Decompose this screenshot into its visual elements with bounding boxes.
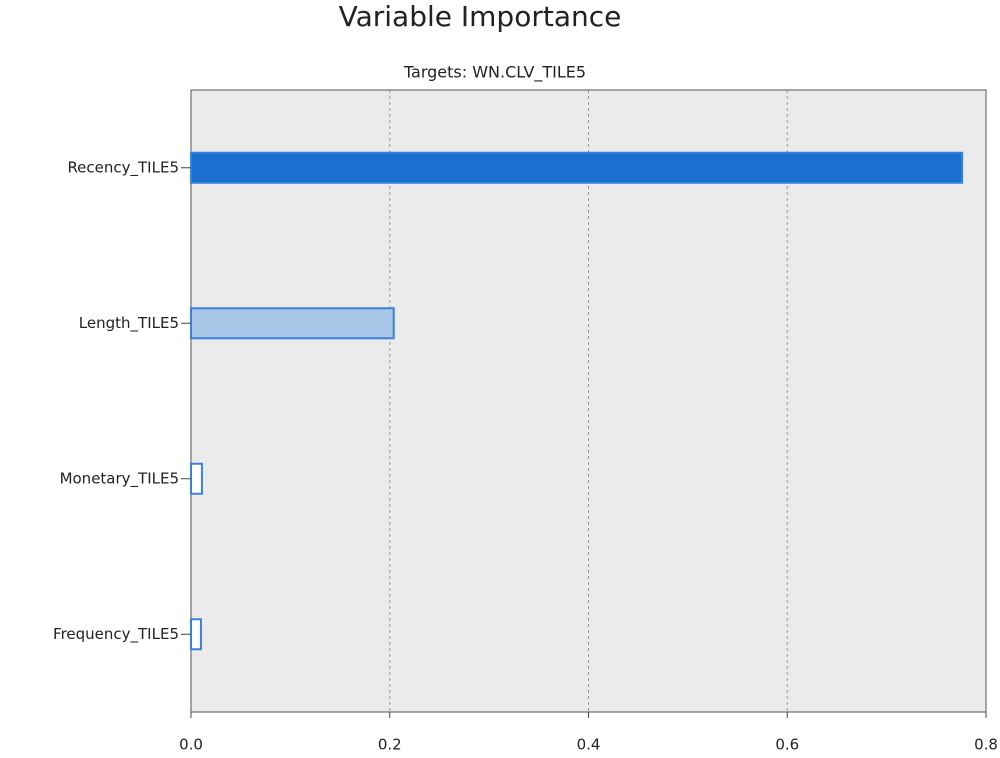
x-tick-label: 0.8 [974, 736, 998, 754]
x-tick-label: 0.2 [378, 736, 402, 754]
y-tick-label: Monetary_TILE5 [60, 469, 179, 488]
bar [190, 462, 203, 495]
bar [190, 618, 202, 651]
chart-subtitle: Targets: WN.CLV_TILE5 [403, 63, 586, 83]
y-tick-label: Frequency_TILE5 [53, 625, 179, 644]
x-tick-label: 0.6 [775, 736, 799, 754]
bar [190, 307, 395, 340]
y-tick-label: Recency_TILE5 [67, 158, 179, 177]
bar [190, 151, 964, 184]
chart-title: Variable Importance [339, 0, 622, 33]
plot-border [190, 89, 987, 713]
x-tick-label: 0.0 [179, 736, 203, 754]
x-tick-label: 0.4 [577, 736, 601, 754]
y-tick-label: Length_TILE5 [79, 314, 179, 333]
